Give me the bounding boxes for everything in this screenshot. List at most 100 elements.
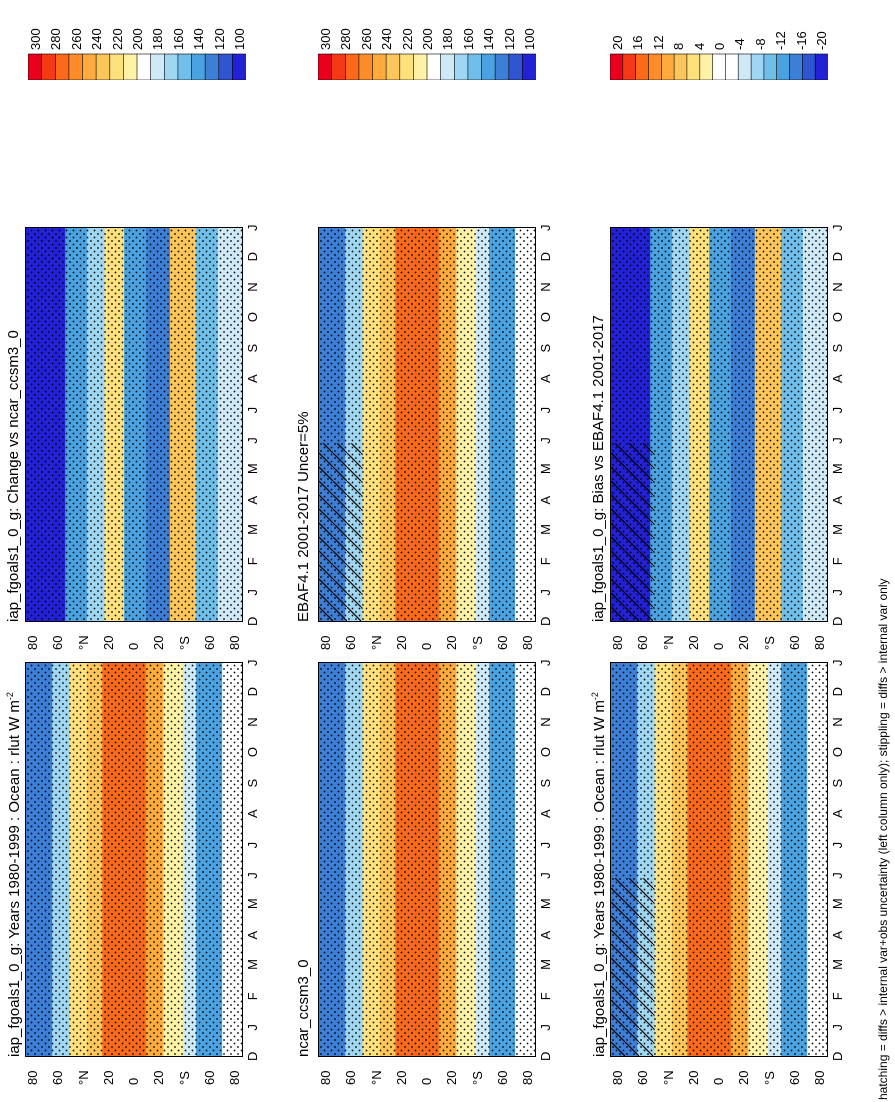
colorbar-swatch	[454, 53, 469, 80]
panel-title-text: iap_fgoals1_0_g: Years 1980-1999 : Ocean…	[591, 700, 608, 1057]
colorbar-tick-label: 240	[379, 28, 395, 50]
heatmap-svg-observations	[319, 227, 536, 621]
lat-tick-label: 0	[126, 1077, 141, 1085]
colorbar-tick-label: 0	[712, 42, 727, 50]
hatching-overlay	[319, 443, 363, 621]
heatmap-svg-model-copy	[611, 662, 828, 1056]
colorbar-tick-label: 20	[610, 35, 625, 50]
lat-tick-label: 20	[393, 1070, 409, 1085]
month-tick-label: S	[538, 778, 553, 788]
lat-tick-label: 60	[201, 1070, 217, 1085]
lat-tick-label: 80	[812, 635, 827, 650]
colorbar-tick-label: 12	[650, 35, 666, 50]
lat-tick-label: 60	[786, 1070, 802, 1085]
heatmap-plot-reference	[318, 662, 536, 1057]
colorbar-swatch	[331, 53, 347, 80]
colorbar-swatch	[481, 53, 496, 80]
colorbar-swatch	[776, 53, 791, 80]
month-tick-label: O	[538, 747, 553, 758]
month-tick-label: D	[830, 1051, 845, 1061]
panel-title-sup: -2	[5, 692, 15, 701]
lat-tick-label: 60	[50, 1070, 66, 1085]
heatmap-plot-model-copy	[610, 662, 828, 1057]
colorbar-tick-label: 120	[501, 28, 517, 50]
heatmap-plot-change	[25, 227, 243, 622]
colorbar-tick-label: 220	[399, 28, 415, 50]
colorbar-swatch	[494, 53, 510, 80]
colorbar-tick-label: 140	[191, 28, 207, 50]
colorbar-tick-label: 200	[420, 28, 435, 50]
panel-title-bias: iap_fgoals1_0_g: Bias vs EBAF4.1 2001-20…	[590, 315, 607, 622]
panel-title-text: iap_fgoals1_0_g: Change vs ncar_ccsm3_0	[5, 330, 22, 622]
panel-title-observations: EBAF4.1 2001-2017 Uncer=5%	[295, 411, 312, 622]
month-tick-label: M	[830, 463, 845, 475]
heatmap-plot-observations	[318, 227, 536, 622]
month-tick-label: A	[245, 374, 260, 383]
colorbar-swatch	[686, 53, 701, 80]
month-tick-label: J	[245, 224, 260, 232]
month-tick-label: F	[245, 557, 260, 566]
heatmap-svg-model	[26, 662, 243, 1056]
colorbar-tick-label: 220	[109, 28, 125, 50]
figure-footnote: hatching = diffs > internal var+obs unce…	[876, 578, 890, 1100]
colorbar-tick-label: 16	[630, 35, 646, 50]
colorbar-svg	[610, 53, 828, 80]
month-tick-label: J	[245, 1024, 260, 1031]
lat-tick-label: 80	[227, 1070, 242, 1085]
month-tick-label: J	[538, 589, 553, 596]
month-tick-label: S	[830, 343, 845, 353]
colorbar-tick-label: 280	[48, 28, 64, 50]
panel-title-text: EBAF4.1 2001-2017 Uncer=5%	[295, 411, 312, 622]
month-tick-label: D	[830, 616, 845, 626]
month-tick-label: S	[245, 343, 260, 353]
month-tick-label: M	[245, 524, 260, 535]
colorbar-swatch	[737, 53, 752, 80]
colorbar-swatch	[232, 53, 246, 80]
colorbar-tick-label: 4	[691, 42, 707, 50]
month-tick-label: S	[538, 343, 553, 353]
colorbar-swatch	[82, 53, 97, 80]
lat-tick-label: 60	[343, 1070, 359, 1085]
month-tick-label: D	[538, 616, 553, 626]
lat-tick-label: °S	[469, 636, 485, 650]
month-tick-label: A	[245, 809, 260, 818]
colorbar-swatch	[725, 53, 740, 80]
colorbar-swatch	[712, 53, 727, 80]
panel-title-text: ncar_ccsm3_0	[295, 959, 312, 1057]
colorbar-tick-label: 160	[460, 28, 476, 50]
panel-title-model: iap_fgoals1_0_g: Years 1980-1999 : Ocean…	[5, 692, 23, 1057]
lat-tick-label: °S	[176, 636, 192, 650]
month-tick-label: J	[538, 224, 553, 232]
colorbar-swatch	[814, 53, 828, 80]
colorbar-tick-label: -8	[752, 38, 768, 50]
month-tick-label: D	[245, 1051, 260, 1061]
panel-title-reference: ncar_ccsm3_0	[295, 959, 312, 1057]
lat-tick-label: 80	[318, 635, 333, 650]
month-tick-label: D	[538, 252, 553, 262]
colorbar-swatch	[635, 53, 650, 80]
colorbar-swatch	[802, 53, 816, 80]
lat-tick-label: 80	[25, 1070, 40, 1085]
colorbar-tick-label: 120	[211, 28, 227, 50]
colorbar-swatch	[344, 53, 360, 80]
lat-tick-label: °N	[660, 635, 676, 650]
month-tick-label: A	[538, 930, 553, 940]
colorbar-swatch	[136, 53, 152, 80]
month-tick-label: S	[830, 778, 845, 788]
lat-tick-label: °S	[176, 1071, 192, 1085]
month-tick-label: N	[538, 717, 553, 727]
panel-title-sup: -2	[590, 692, 600, 701]
colorbar-tick-label: 240	[89, 28, 105, 50]
month-tick-label: J	[830, 589, 845, 596]
colorbar-tick-label: 160	[170, 28, 186, 50]
lat-tick-label: 60	[50, 635, 66, 650]
colorbar-swatch	[699, 53, 714, 80]
colorbar-tick-label: 180	[440, 28, 456, 50]
month-tick-label: F	[245, 992, 260, 1001]
lat-tick-label: 20	[685, 635, 701, 650]
month-tick-label: J	[830, 437, 845, 444]
month-tick-label: J	[830, 406, 845, 414]
month-tick-label: A	[245, 930, 260, 940]
